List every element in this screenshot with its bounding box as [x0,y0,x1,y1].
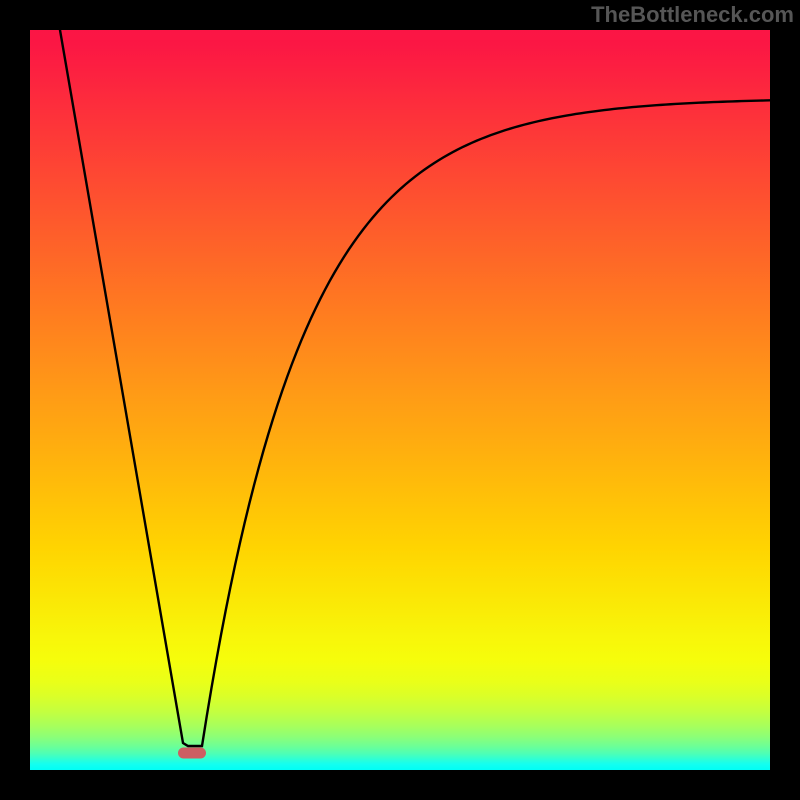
watermark-text: TheBottleneck.com [591,2,794,28]
chart-svg [30,30,770,770]
plot-area [30,30,770,770]
optimal-marker [178,748,206,759]
chart-container: TheBottleneck.com [0,0,800,800]
gradient-background [30,30,770,770]
